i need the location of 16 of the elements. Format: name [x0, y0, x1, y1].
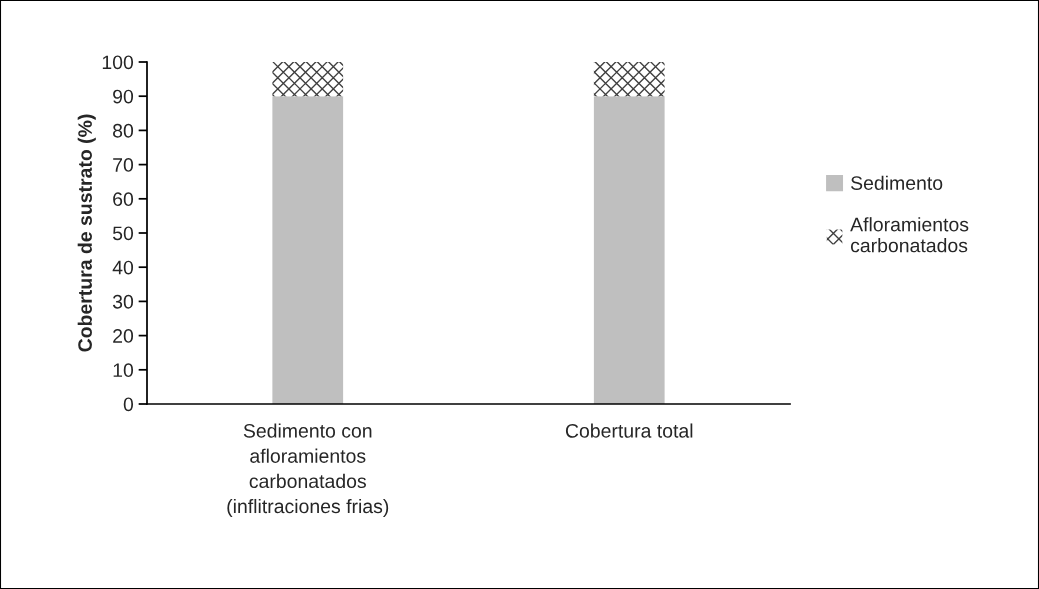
legend-label: Afloramientos carbonatados: [850, 217, 969, 253]
legend-label: Sedimento: [851, 175, 943, 190]
y-tick-label: 50: [112, 226, 134, 241]
y-tick-label: 10: [113, 363, 134, 378]
y-tick-label: 80: [113, 123, 134, 138]
y-tick-label: 100: [102, 55, 134, 70]
y-tick-label: 20: [113, 329, 134, 343]
y-tick-label: 60: [113, 192, 134, 207]
y-tick-label: 40: [112, 260, 134, 275]
x-tick-label: Sedimento con afloramientos carbonatados (inflitraciones frias): [227, 423, 389, 518]
y-tick-label: 90: [113, 89, 134, 104]
y-axis-title: Cobertura de sustrato (%): [77, 114, 96, 352]
x-tick-label: Cobertura total: [565, 423, 693, 438]
y-tick-label: 70: [113, 158, 134, 172]
y-tick-label: 0: [123, 397, 134, 412]
y-tick-label: 30: [112, 294, 134, 309]
